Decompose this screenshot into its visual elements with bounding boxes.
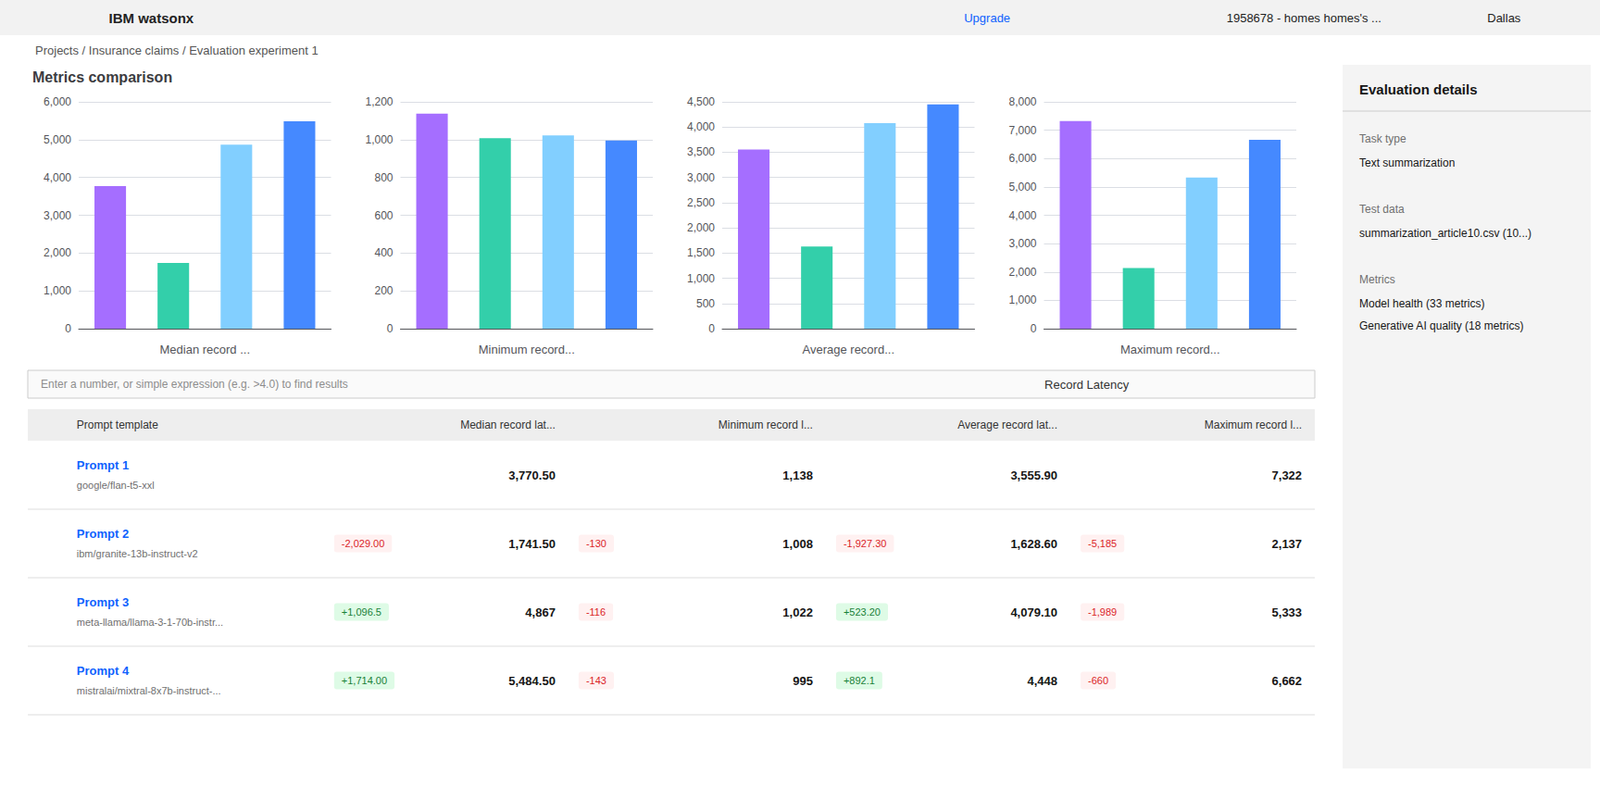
svg-text:0: 0	[387, 322, 394, 336]
svg-text:Prompt template: Prompt template	[76, 418, 159, 432]
svg-text:4,000: 4,000	[43, 171, 72, 185]
svg-text:google/flan-t5-xxl: google/flan-t5-xxl	[76, 479, 155, 491]
svg-text:-116: -116	[586, 606, 606, 618]
svg-text:+523.20: +523.20	[843, 606, 881, 618]
svg-text:Prompt 3: Prompt 3	[76, 595, 129, 610]
svg-text:Prompt 4: Prompt 4	[76, 663, 130, 678]
svg-text:4,000: 4,000	[687, 120, 715, 134]
svg-text:6,662: 6,662	[1272, 674, 1303, 688]
svg-text:-143: -143	[586, 675, 607, 687]
svg-text:5,333: 5,333	[1272, 605, 1303, 620]
svg-text:+1,714.00: +1,714.00	[341, 675, 388, 687]
svg-text:-2,029.00: -2,029.00	[341, 537, 385, 550]
svg-text:Average record lat...: Average record lat...	[957, 418, 1058, 432]
svg-text:Prompt 1: Prompt 1	[76, 458, 129, 473]
svg-text:3,000: 3,000	[687, 171, 715, 185]
svg-text:1,741.50: 1,741.50	[508, 537, 556, 551]
svg-text:1,628.60: 1,628.60	[1010, 537, 1058, 551]
svg-text:Model health (33 metrics): Model health (33 metrics)	[1359, 297, 1485, 311]
svg-text:Minimum record...: Minimum record...	[478, 342, 575, 357]
svg-text:3,770.50: 3,770.50	[508, 468, 556, 483]
svg-text:Median record lat...: Median record lat...	[460, 418, 556, 432]
svg-text:6,000: 6,000	[43, 95, 72, 109]
svg-text:5,000: 5,000	[43, 133, 72, 147]
svg-text:mistralai/mixtral-8x7b-instruc: mistralai/mixtral-8x7b-instruct-...	[76, 685, 222, 697]
svg-text:800: 800	[374, 171, 393, 185]
svg-text:7,000: 7,000	[1008, 124, 1037, 138]
svg-text:-1,989: -1,989	[1087, 606, 1117, 618]
svg-text:summarization_article10.csv (1: summarization_article10.csv (10...)	[1359, 226, 1532, 240]
svg-text:4,867: 4,867	[525, 605, 556, 620]
svg-text:Metrics comparison: Metrics comparison	[32, 69, 173, 86]
svg-text:Average record...: Average record...	[802, 342, 895, 357]
svg-text:0: 0	[1030, 322, 1038, 336]
svg-text:Metrics: Metrics	[1359, 273, 1396, 287]
svg-text:Generative AI quality (18 metr: Generative AI quality (18 metrics)	[1359, 319, 1524, 333]
svg-text:8,000: 8,000	[1008, 95, 1037, 109]
svg-text:Test data: Test data	[1359, 202, 1405, 216]
svg-text:Upgrade: Upgrade	[963, 11, 1011, 25]
svg-text:Enter a number, or simple expr: Enter a number, or simple expression (e.…	[40, 377, 349, 391]
svg-text:5,484.50: 5,484.50	[508, 674, 556, 688]
svg-text:2,000: 2,000	[1008, 265, 1037, 279]
svg-text:Median record ...: Median record ...	[159, 342, 250, 357]
svg-text:ibm/granite-13b-instruct-v2: ibm/granite-13b-instruct-v2	[76, 548, 199, 560]
svg-text:1,022: 1,022	[782, 605, 813, 620]
svg-text:7,322: 7,322	[1272, 468, 1303, 483]
svg-text:0: 0	[64, 322, 72, 336]
svg-text:1,000: 1,000	[43, 284, 72, 298]
svg-text:Minimum record l...: Minimum record l...	[718, 418, 813, 432]
svg-text:3,500: 3,500	[687, 145, 715, 159]
svg-text:1,008: 1,008	[782, 537, 813, 551]
svg-text:Dallas: Dallas	[1487, 11, 1522, 25]
svg-text:3,000: 3,000	[1008, 237, 1037, 250]
svg-text:4,079.10: 4,079.10	[1010, 605, 1058, 620]
svg-text:5,000: 5,000	[1008, 180, 1037, 194]
svg-text:Task type: Task type	[1359, 132, 1407, 146]
svg-text:-130: -130	[586, 537, 607, 550]
svg-text:600: 600	[374, 209, 393, 223]
svg-text:2,137: 2,137	[1272, 537, 1303, 551]
svg-text:Record Latency: Record Latency	[1044, 377, 1130, 392]
svg-text:3,555.90: 3,555.90	[1010, 468, 1058, 483]
svg-text:+1,096.5: +1,096.5	[341, 606, 382, 618]
svg-text:Maximum record...: Maximum record...	[1120, 342, 1221, 357]
svg-text:4,448: 4,448	[1026, 674, 1058, 688]
svg-text:Maximum record l...: Maximum record l...	[1204, 418, 1302, 432]
svg-text:Evaluation details: Evaluation details	[1359, 81, 1478, 98]
svg-text:+892.1: +892.1	[843, 675, 875, 687]
svg-text:-5,185: -5,185	[1087, 537, 1117, 550]
svg-text:995: 995	[792, 674, 813, 688]
svg-text:2,000: 2,000	[43, 246, 72, 260]
svg-text:1,000: 1,000	[364, 133, 393, 147]
svg-text:0: 0	[708, 322, 715, 336]
svg-text:1,138: 1,138	[782, 468, 813, 483]
svg-text:400: 400	[374, 246, 393, 260]
svg-text:200: 200	[374, 284, 393, 298]
svg-text:1,500: 1,500	[687, 246, 715, 260]
svg-text:2,000: 2,000	[687, 221, 715, 235]
svg-text:Text summarization: Text summarization	[1359, 156, 1455, 170]
svg-text:Prompt 2: Prompt 2	[76, 526, 129, 541]
svg-text:6,000: 6,000	[1008, 151, 1037, 165]
svg-text:3,000: 3,000	[43, 209, 72, 223]
svg-text:4,000: 4,000	[1008, 209, 1037, 223]
svg-text:4,500: 4,500	[687, 95, 715, 109]
svg-text:meta-llama/llama-3-1-70b-instr: meta-llama/llama-3-1-70b-instr...	[76, 616, 224, 628]
svg-text:-1,927.30: -1,927.30	[843, 537, 887, 550]
svg-text:1,000: 1,000	[687, 272, 715, 286]
svg-text:500: 500	[696, 297, 715, 311]
svg-text:IBM watsonx: IBM watsonx	[109, 10, 195, 26]
svg-text:1958678 - homes homes's ...: 1958678 - homes homes's ...	[1226, 11, 1382, 25]
svg-text:-660: -660	[1087, 675, 1109, 687]
svg-text:1,000: 1,000	[1008, 293, 1037, 307]
svg-text:2,500: 2,500	[687, 196, 715, 210]
svg-text:Projects / Insurance claims /: Projects / Insurance claims / Evaluation…	[35, 43, 319, 58]
svg-text:1,200: 1,200	[364, 95, 393, 109]
